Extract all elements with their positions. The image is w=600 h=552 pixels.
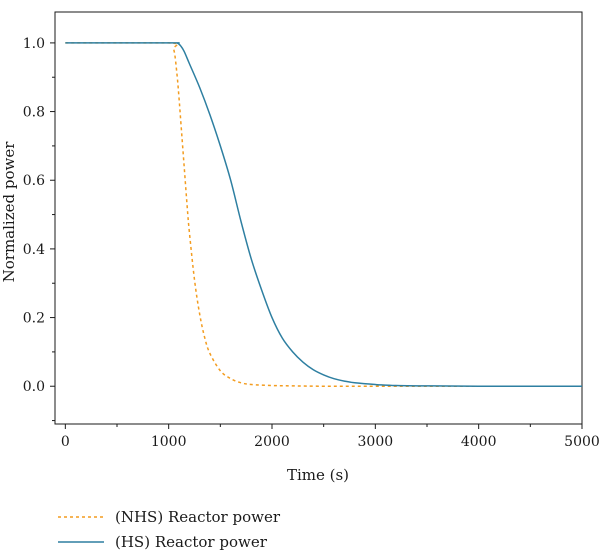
y-tick-label: 0.0 <box>23 379 45 395</box>
x-axis-label: Time (s) <box>287 466 349 484</box>
x-tick-label: 1000 <box>151 434 187 450</box>
y-tick-label: 0.2 <box>23 311 45 327</box>
y-axis-label: Normalized power <box>0 141 18 283</box>
x-tick-label: 5000 <box>564 434 600 450</box>
x-tick-label: 0 <box>61 434 70 450</box>
series-layer <box>65 42 582 387</box>
series-line-nhs <box>65 42 582 387</box>
legend: (NHS) Reactor power (HS) Reactor power <box>58 508 281 551</box>
y-tick-label: 0.8 <box>23 105 45 121</box>
plot-area-frame <box>54 11 583 425</box>
x-tick-label: 2000 <box>254 434 290 450</box>
y-axis-ticks: 0.0 0.2 0.4 0.6 0.8 1.0 <box>23 36 55 422</box>
x-tick-label: 4000 <box>461 434 497 450</box>
legend-label: (HS) Reactor power <box>115 533 268 551</box>
series-line-hs <box>65 42 582 387</box>
y-tick-label: 1.0 <box>23 36 45 52</box>
x-axis-ticks: 0 1000 2000 3000 4000 5000 <box>61 424 600 450</box>
y-tick-label: 0.4 <box>23 242 45 258</box>
y-tick-label: 0.6 <box>23 173 45 189</box>
legend-label: (NHS) Reactor power <box>115 508 281 526</box>
x-tick-label: 3000 <box>358 434 394 450</box>
